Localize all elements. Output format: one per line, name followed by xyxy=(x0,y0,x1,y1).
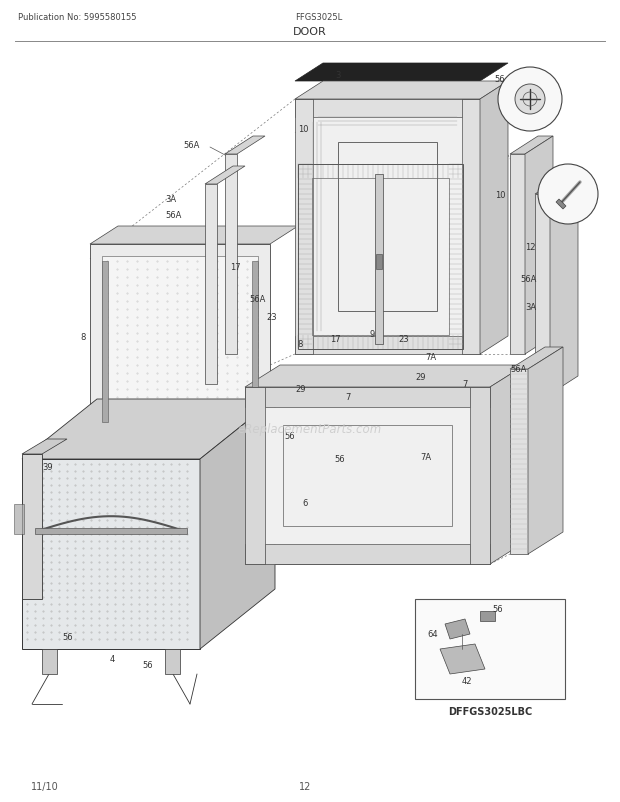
Text: 10: 10 xyxy=(495,190,505,199)
Text: 6: 6 xyxy=(303,499,308,508)
Polygon shape xyxy=(445,619,470,639)
Text: 56: 56 xyxy=(285,432,295,441)
Text: 7: 7 xyxy=(462,380,467,389)
Text: 4: 4 xyxy=(109,654,115,664)
Polygon shape xyxy=(14,504,24,534)
Circle shape xyxy=(538,164,598,225)
Polygon shape xyxy=(510,347,563,370)
Text: 11/10: 11/10 xyxy=(31,781,59,791)
Text: 64: 64 xyxy=(428,630,438,638)
Polygon shape xyxy=(556,200,566,210)
Text: 12: 12 xyxy=(299,781,311,791)
Polygon shape xyxy=(490,366,525,565)
Polygon shape xyxy=(376,255,382,269)
Polygon shape xyxy=(265,407,470,545)
Text: 3A: 3A xyxy=(525,303,536,312)
Text: 9: 9 xyxy=(370,330,375,339)
Text: 17: 17 xyxy=(330,335,340,344)
Polygon shape xyxy=(102,257,258,427)
Text: 56A: 56A xyxy=(165,210,182,219)
Text: DFFGS3025LBC: DFFGS3025LBC xyxy=(448,706,532,716)
Polygon shape xyxy=(245,545,490,565)
Text: 10: 10 xyxy=(298,125,309,134)
Circle shape xyxy=(498,68,562,132)
Text: 29: 29 xyxy=(415,373,425,382)
Polygon shape xyxy=(22,455,42,599)
Text: 56A: 56A xyxy=(249,295,265,304)
Polygon shape xyxy=(470,387,490,565)
Polygon shape xyxy=(528,347,563,554)
Polygon shape xyxy=(225,137,265,155)
Text: 8: 8 xyxy=(298,340,303,349)
Polygon shape xyxy=(510,370,528,554)
Text: 23: 23 xyxy=(398,335,409,344)
Polygon shape xyxy=(225,155,237,354)
Polygon shape xyxy=(295,100,480,118)
Polygon shape xyxy=(205,167,245,184)
Text: 56: 56 xyxy=(495,75,505,84)
Polygon shape xyxy=(90,245,270,439)
Polygon shape xyxy=(295,100,313,354)
Text: DOOR: DOOR xyxy=(293,27,327,37)
Polygon shape xyxy=(375,175,383,345)
Polygon shape xyxy=(22,460,200,649)
Text: 39: 39 xyxy=(42,463,53,472)
Polygon shape xyxy=(252,261,258,423)
Polygon shape xyxy=(295,337,480,354)
Text: 17: 17 xyxy=(230,263,241,272)
Polygon shape xyxy=(102,261,108,423)
Text: 29: 29 xyxy=(295,385,306,394)
Text: 56: 56 xyxy=(63,633,73,642)
Polygon shape xyxy=(22,439,67,455)
Text: 56: 56 xyxy=(143,661,153,670)
Text: 3A: 3A xyxy=(165,195,176,205)
Polygon shape xyxy=(462,100,480,354)
Polygon shape xyxy=(42,649,57,674)
Polygon shape xyxy=(480,611,495,622)
Text: 56: 56 xyxy=(492,605,503,614)
Polygon shape xyxy=(415,599,565,699)
Text: 8: 8 xyxy=(81,333,86,342)
Polygon shape xyxy=(510,155,525,354)
Text: 7: 7 xyxy=(345,393,350,402)
Text: 56A: 56A xyxy=(520,275,536,284)
Polygon shape xyxy=(205,184,217,384)
Polygon shape xyxy=(245,387,265,565)
Text: 7A: 7A xyxy=(420,453,431,462)
Circle shape xyxy=(515,85,545,115)
Polygon shape xyxy=(295,64,508,82)
Text: 56: 56 xyxy=(335,455,345,464)
Polygon shape xyxy=(245,387,490,407)
Polygon shape xyxy=(440,644,485,674)
Text: 3: 3 xyxy=(335,71,340,79)
Polygon shape xyxy=(295,82,508,100)
Polygon shape xyxy=(90,227,298,245)
Polygon shape xyxy=(525,137,553,354)
Polygon shape xyxy=(35,529,187,535)
Text: 23: 23 xyxy=(266,313,277,322)
Text: Publication No: 5995580155: Publication No: 5995580155 xyxy=(18,14,136,22)
Text: FFGS3025L: FFGS3025L xyxy=(295,14,342,22)
Text: 56A: 56A xyxy=(183,140,200,149)
Text: 56A: 56A xyxy=(510,365,526,374)
Polygon shape xyxy=(165,649,180,674)
Text: 7A: 7A xyxy=(425,353,436,362)
Polygon shape xyxy=(245,366,525,387)
Polygon shape xyxy=(510,137,553,155)
Polygon shape xyxy=(245,387,490,565)
Polygon shape xyxy=(313,118,462,337)
Text: eReplacementParts.com: eReplacementParts.com xyxy=(238,423,382,436)
Text: 42: 42 xyxy=(462,677,472,686)
Text: 12: 12 xyxy=(525,243,536,252)
Polygon shape xyxy=(535,176,578,195)
Polygon shape xyxy=(22,399,275,460)
Polygon shape xyxy=(200,399,275,649)
Polygon shape xyxy=(480,82,508,354)
Polygon shape xyxy=(550,176,578,395)
Polygon shape xyxy=(535,195,550,395)
